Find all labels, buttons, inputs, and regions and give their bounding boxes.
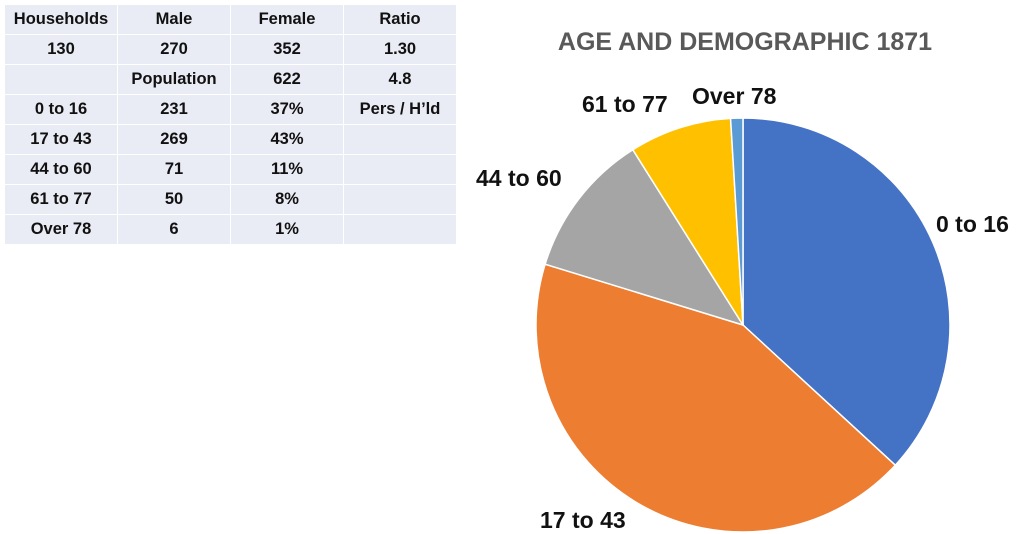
table-cell: 44 to 60	[4, 154, 118, 185]
slice-label: 44 to 60	[476, 165, 562, 191]
table-cell: 61 to 77	[4, 184, 118, 215]
table-row: 0 to 16 231 37% Pers / H’ld	[4, 94, 457, 125]
table-cell: Female	[230, 4, 344, 35]
table-row: Households Male Female Ratio	[4, 4, 457, 35]
chart-title: AGE AND DEMOGRAPHIC 1871	[557, 28, 933, 56]
table-cell: Male	[117, 4, 231, 35]
table-cell: 130	[4, 34, 118, 65]
slice-label: 17 to 43	[540, 507, 626, 533]
slice-label: Over 78	[692, 83, 777, 109]
table-row: 17 to 43 269 43%	[4, 124, 457, 155]
pie-slice	[544, 148, 745, 327]
table-cell: 231	[117, 94, 231, 125]
table-row: Population 622 4.8	[4, 64, 457, 95]
table-row: Over 78 6 1%	[4, 214, 457, 245]
table-row: 130 270 352 1.30	[4, 34, 457, 65]
table-cell: 352	[230, 34, 344, 65]
table-cell: 270	[117, 34, 231, 65]
pie-slice	[729, 117, 744, 326]
slice-label: 61 to 77	[582, 91, 668, 117]
table-row: 61 to 77 50 8%	[4, 184, 457, 215]
table-cell: Population	[117, 64, 231, 95]
table-cell: 43%	[230, 124, 344, 155]
pie-slice	[742, 117, 951, 467]
table-cell	[343, 214, 457, 245]
demographics-table: Households Male Female Ratio 130 270 352 1.30 Po…	[4, 4, 457, 245]
table-cell: Over 78	[4, 214, 118, 245]
table-cell: 8%	[230, 184, 344, 215]
pie-slice	[631, 117, 744, 326]
table-cell: 37%	[230, 94, 344, 125]
table-cell: Households	[4, 4, 118, 35]
table-cell: 0 to 16	[4, 94, 118, 125]
pie-slice	[535, 263, 897, 533]
table-cell: 622	[230, 64, 344, 95]
slice-label: 0 to 16	[936, 211, 1009, 237]
